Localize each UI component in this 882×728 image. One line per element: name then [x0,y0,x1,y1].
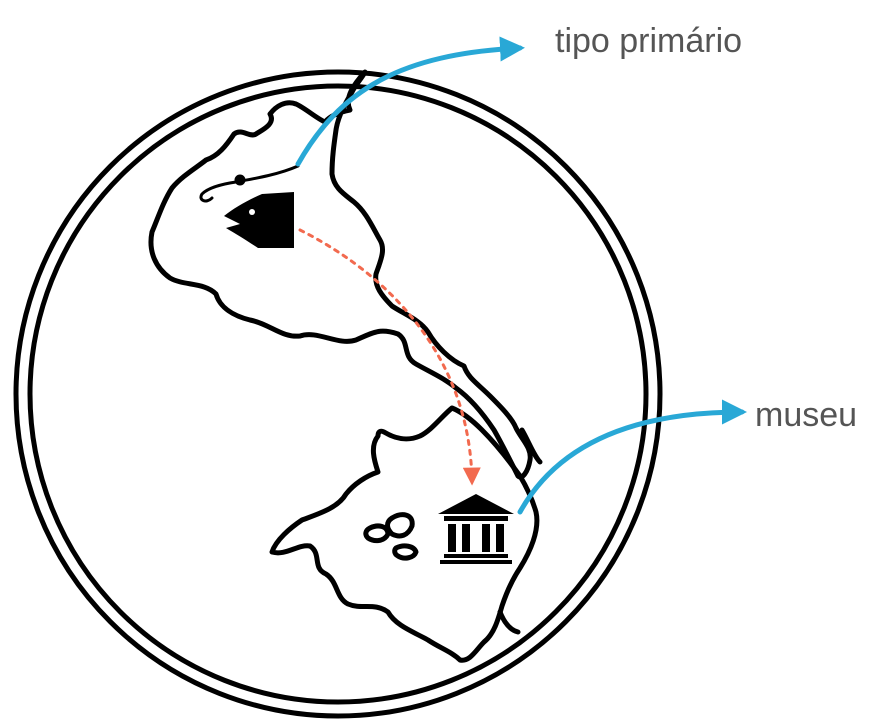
island-large [385,512,415,539]
callout-arrow-primary [295,36,525,167]
northern-continent [148,69,533,480]
callout-arrow-museum [517,399,747,515]
museum-icon [438,494,514,564]
fish-icon [224,192,294,248]
southern-tip [497,609,521,635]
globe-outer-ring [13,69,663,719]
museum-label: museu [755,396,858,434]
coastline-detail [519,427,543,465]
island-small [363,523,391,544]
primary-type-label: tipo primário [555,22,743,60]
globe-inner-ring [27,83,649,705]
continent-landmass [148,69,543,663]
island-bottom [392,543,419,561]
fishing-hook-icon [199,164,300,203]
route-arrow [298,228,481,486]
globe-outline [13,69,663,719]
